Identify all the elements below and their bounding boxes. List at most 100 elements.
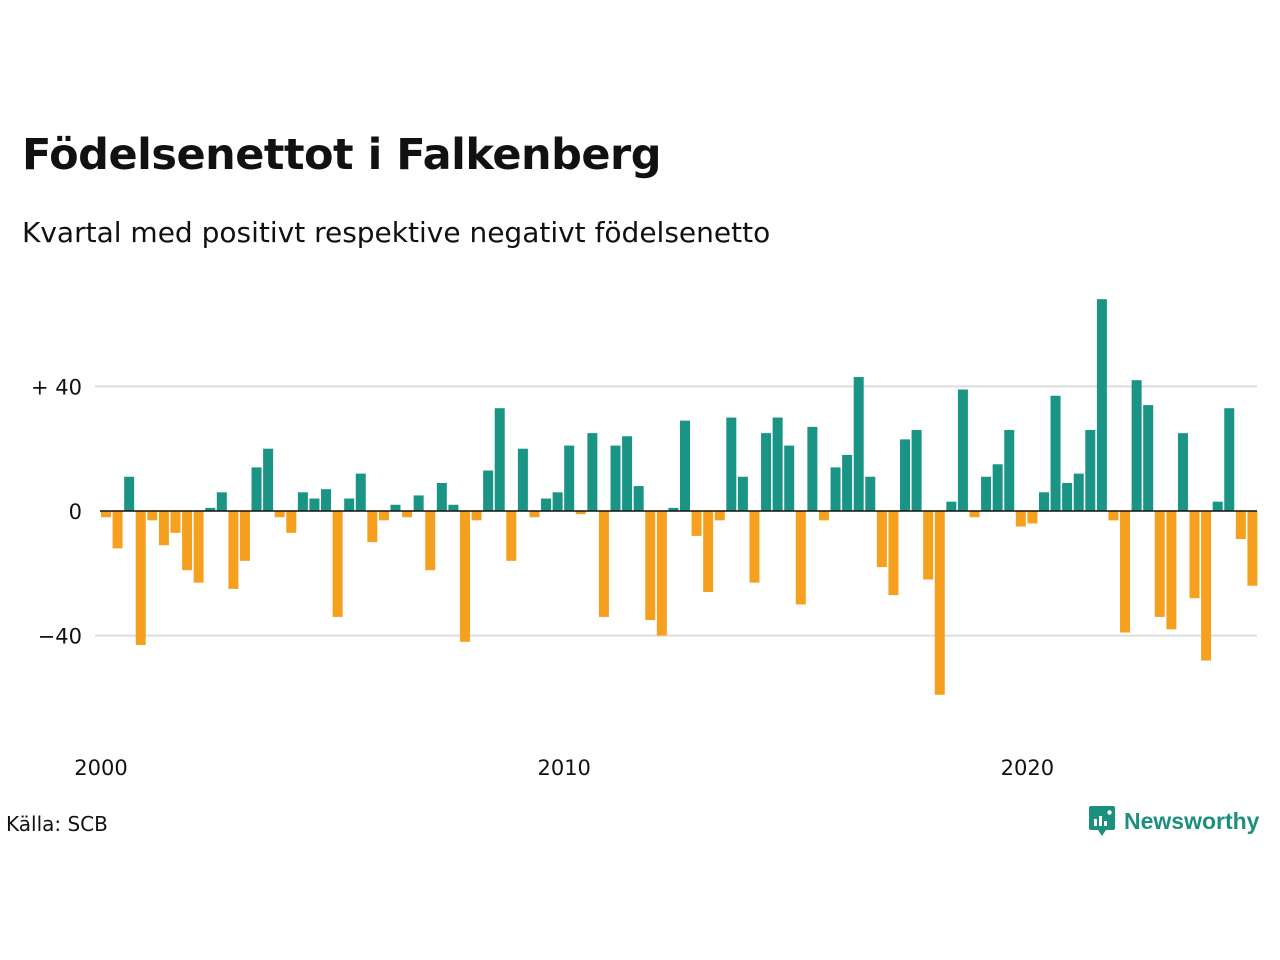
bar-positive: [448, 504, 459, 511]
bar-positive: [633, 486, 644, 511]
bar-positive: [1050, 395, 1061, 512]
bar-negative: [749, 511, 760, 583]
bar-positive: [436, 482, 447, 511]
bar-negative: [170, 511, 181, 533]
bar-negative: [795, 511, 806, 605]
newsworthy-logo-icon: [1089, 806, 1115, 836]
source-note: Källa: SCB: [6, 812, 108, 836]
bar-positive: [1212, 501, 1223, 511]
bar-positive: [842, 454, 853, 511]
bar-negative: [471, 511, 482, 521]
bar-positive: [494, 408, 505, 511]
brand-logo: Newsworthy: [1088, 804, 1259, 838]
bar-positive: [205, 507, 216, 511]
bar-negative: [378, 511, 389, 521]
bar-positive: [297, 492, 308, 511]
bar-negative: [135, 511, 146, 645]
bar-negative: [714, 511, 725, 521]
bar-negative: [923, 511, 934, 580]
brand-name: Newsworthy: [1124, 807, 1260, 834]
x-tick-label: 2020: [1001, 756, 1054, 780]
bar-negative: [656, 511, 667, 636]
bar-positive: [853, 377, 864, 511]
bar-negative: [1247, 511, 1258, 586]
bar-negative: [182, 511, 193, 571]
bar-negative: [1120, 511, 1131, 633]
bar-positive: [413, 495, 424, 512]
bar-negative: [274, 511, 285, 518]
bar-negative: [402, 511, 413, 518]
bar-negative: [332, 511, 343, 617]
bar-negative: [969, 511, 980, 518]
bar-negative: [575, 511, 586, 515]
bar-positive: [992, 464, 1003, 511]
bar-positive: [830, 467, 841, 511]
bar-positive: [784, 445, 795, 511]
bar-negative: [367, 511, 378, 543]
bar-positive: [737, 476, 748, 512]
bar-positive: [946, 501, 957, 511]
bar-positive: [1143, 405, 1154, 511]
bar-negative: [506, 511, 517, 561]
chart-subtitle: Kvartal med positivt respektive negativt…: [22, 216, 771, 249]
bar-negative: [691, 511, 702, 536]
bar-negative: [876, 511, 887, 568]
bar-positive: [622, 436, 633, 511]
bar-positive: [668, 507, 679, 511]
bar-positive: [1131, 380, 1142, 511]
bar-positive: [981, 476, 992, 512]
bar-positive: [1038, 492, 1049, 511]
bar-positive: [1073, 473, 1084, 511]
bar-negative: [425, 511, 436, 571]
bar-positive: [517, 448, 528, 511]
bar-positive: [1224, 408, 1235, 511]
bar-negative: [818, 511, 829, 521]
bar-positive: [807, 426, 818, 511]
bar-positive: [865, 476, 876, 512]
chart-title: Födelsenettot i Falkenberg: [22, 130, 662, 180]
bar-positive: [321, 489, 332, 511]
bar-positive: [761, 433, 772, 512]
bar-negative: [158, 511, 169, 546]
bar-positive: [216, 492, 227, 511]
bar-positive: [1177, 433, 1188, 512]
y-tick-label: + 40: [31, 375, 82, 399]
bar-negative: [934, 511, 945, 695]
x-tick-label: 2010: [537, 756, 590, 780]
bar-positive: [587, 433, 598, 512]
bar-negative: [703, 511, 714, 592]
bar-positive: [772, 417, 783, 511]
bar-positive: [483, 470, 494, 511]
y-tick-label: 0: [69, 500, 82, 524]
bar-negative: [1166, 511, 1177, 630]
bar-negative: [1201, 511, 1212, 661]
bar-positive: [344, 498, 355, 511]
bar-negative: [1027, 511, 1038, 524]
bar-negative: [286, 511, 297, 533]
bar-negative: [598, 511, 609, 617]
bar-negative: [1189, 511, 1200, 599]
bar-negative: [529, 511, 540, 518]
bar-negative: [101, 511, 111, 518]
bar-positive: [900, 439, 911, 512]
bar-positive: [1062, 482, 1073, 511]
bar-positive: [541, 498, 552, 511]
x-tick-label: 2000: [74, 756, 127, 780]
bar-negative: [645, 511, 656, 621]
bar-negative: [459, 511, 470, 642]
bar-positive: [1004, 430, 1015, 511]
bar-positive: [680, 420, 690, 511]
bar-positive: [726, 417, 737, 511]
bar-negative: [1015, 511, 1026, 527]
bar-negative: [147, 511, 158, 521]
bar-positive: [355, 473, 366, 511]
bar-positive: [251, 467, 262, 511]
bar-positive: [610, 445, 621, 511]
bar-negative: [1108, 511, 1119, 521]
bar-positive: [263, 448, 274, 511]
bar-positive: [957, 389, 968, 511]
bar-positive: [552, 492, 563, 511]
bar-positive: [390, 504, 401, 511]
bar-chart: + 40 0 −40 2000 2010 2020: [31, 299, 1258, 780]
bar-negative: [112, 511, 123, 549]
